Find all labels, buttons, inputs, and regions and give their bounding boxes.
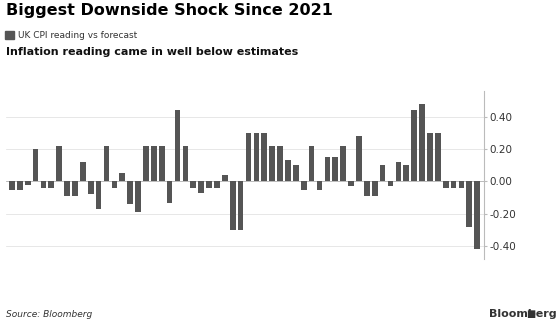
Bar bbox=[277, 146, 283, 181]
Bar bbox=[404, 165, 409, 181]
Bar bbox=[191, 181, 196, 188]
Bar bbox=[372, 181, 377, 196]
Bar bbox=[230, 181, 235, 230]
Bar bbox=[112, 181, 117, 188]
Legend: UK CPI reading vs forecast: UK CPI reading vs forecast bbox=[6, 31, 137, 40]
Bar bbox=[143, 146, 149, 181]
Bar bbox=[333, 157, 338, 181]
Bar bbox=[80, 162, 86, 181]
Bar bbox=[72, 181, 78, 196]
Text: Bloomberg: Bloomberg bbox=[489, 309, 556, 319]
Bar bbox=[41, 181, 46, 188]
Bar bbox=[183, 146, 188, 181]
Bar bbox=[33, 149, 39, 181]
Bar bbox=[245, 133, 252, 181]
Bar bbox=[159, 146, 164, 181]
Bar bbox=[25, 181, 31, 185]
Bar bbox=[396, 162, 401, 181]
Bar bbox=[309, 146, 315, 181]
Bar bbox=[340, 146, 346, 181]
Bar bbox=[135, 181, 141, 212]
Bar bbox=[325, 157, 330, 181]
Bar bbox=[364, 181, 369, 196]
Bar bbox=[49, 181, 54, 188]
Bar bbox=[167, 181, 173, 202]
Bar bbox=[206, 181, 212, 188]
Bar bbox=[254, 133, 259, 181]
Bar bbox=[127, 181, 133, 204]
Bar bbox=[104, 146, 110, 181]
Bar bbox=[427, 133, 433, 181]
Bar bbox=[316, 181, 323, 190]
Bar bbox=[356, 136, 362, 181]
Bar bbox=[198, 181, 204, 193]
Text: Source: Bloomberg: Source: Bloomberg bbox=[6, 310, 92, 319]
Bar bbox=[120, 173, 125, 181]
Bar bbox=[151, 146, 157, 181]
Text: Biggest Downside Shock Since 2021: Biggest Downside Shock Since 2021 bbox=[6, 3, 333, 18]
Text: Inflation reading came in well below estimates: Inflation reading came in well below est… bbox=[6, 47, 298, 57]
Bar bbox=[88, 181, 93, 194]
Bar bbox=[214, 181, 220, 188]
Bar bbox=[285, 160, 291, 181]
Bar bbox=[419, 104, 425, 181]
Bar bbox=[293, 165, 299, 181]
Bar bbox=[262, 133, 267, 181]
Bar bbox=[174, 110, 181, 181]
Text: ■: ■ bbox=[526, 309, 536, 319]
Bar bbox=[269, 146, 275, 181]
Bar bbox=[238, 181, 244, 230]
Bar bbox=[348, 181, 354, 186]
Bar bbox=[435, 133, 440, 181]
Bar bbox=[475, 181, 480, 249]
Bar bbox=[467, 181, 472, 227]
Bar bbox=[9, 181, 15, 190]
Bar bbox=[96, 181, 102, 209]
Bar bbox=[380, 165, 385, 181]
Bar bbox=[56, 146, 62, 181]
Bar bbox=[451, 181, 456, 188]
Bar bbox=[301, 181, 306, 190]
Bar bbox=[222, 175, 228, 181]
Bar bbox=[458, 181, 465, 188]
Bar bbox=[387, 181, 394, 186]
Bar bbox=[411, 110, 417, 181]
Bar bbox=[443, 181, 448, 188]
Bar bbox=[17, 181, 22, 190]
Bar bbox=[64, 181, 70, 196]
